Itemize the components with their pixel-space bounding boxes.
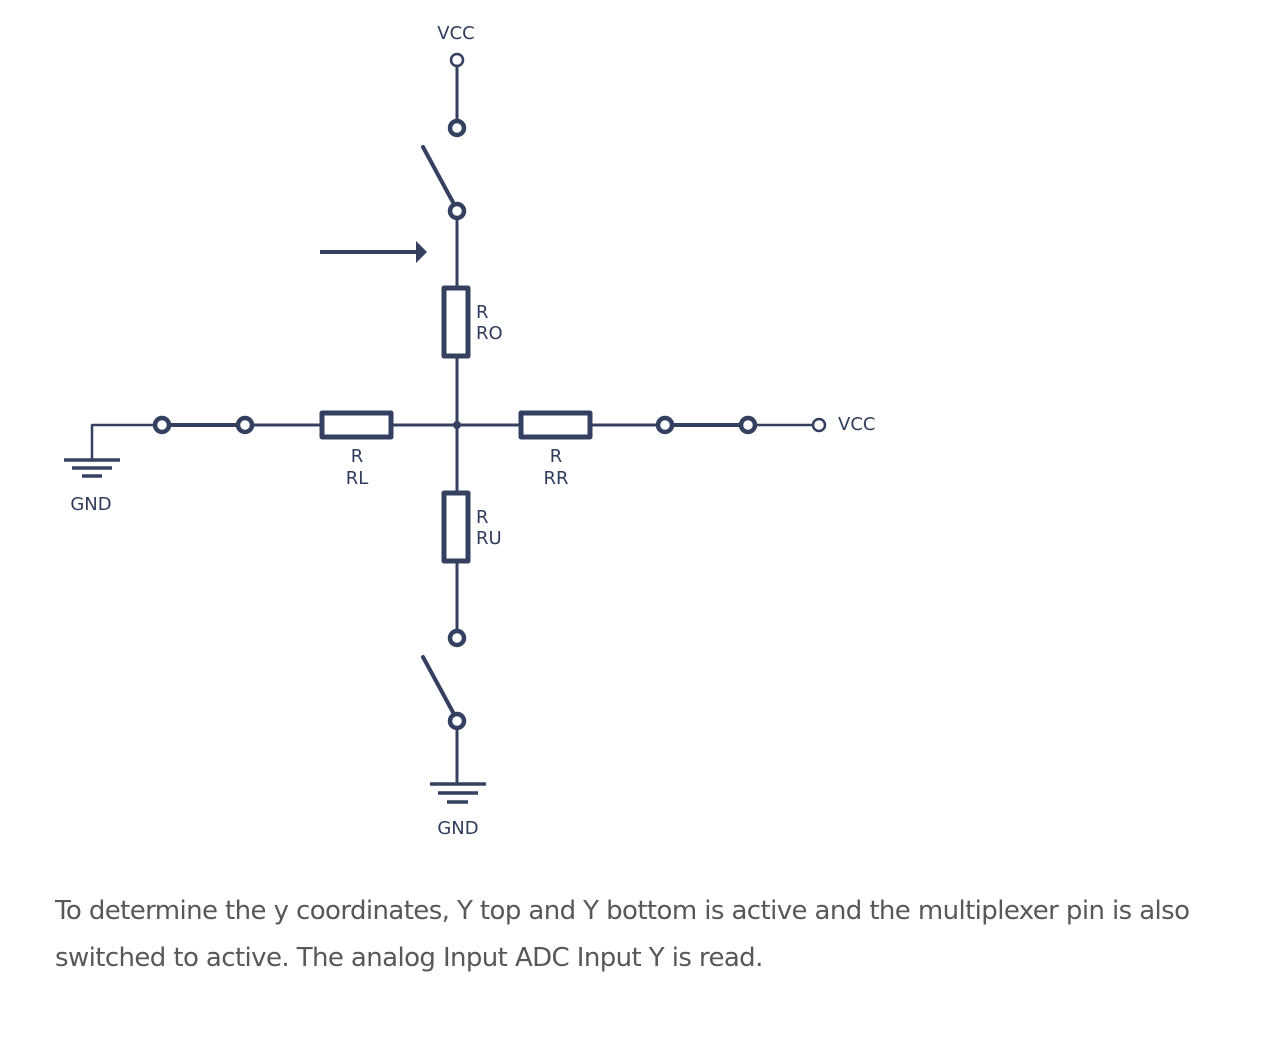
resistor-rr-symbol: R — [550, 446, 563, 467]
switch-top — [421, 118, 467, 221]
switch-left — [152, 415, 255, 435]
switch-right — [655, 415, 758, 435]
arrow-right-icon — [320, 241, 427, 263]
resistor-rr-name: RR — [543, 468, 568, 489]
resistor-ru-name: RU — [476, 528, 502, 549]
vcc-top-label: VCC — [437, 23, 474, 44]
resistor-rl — [319, 410, 394, 440]
resistor-ru — [441, 490, 471, 564]
vcc-top-terminal — [449, 52, 465, 68]
resistor-ro-name: RO — [476, 323, 503, 344]
circuit-diagram: VCC VCC GND GND R RO R RU R RL R RR — [64, 23, 875, 839]
resistor-rl-name: RL — [346, 468, 369, 489]
resistor-ro-symbol: R — [476, 302, 489, 323]
caption-line-2: switched to active. The analog Input ADC… — [55, 943, 763, 973]
resistor-ro — [441, 285, 471, 359]
ground-left-icon — [64, 423, 157, 478]
gnd-left-label: GND — [70, 494, 111, 515]
ground-icon — [430, 782, 486, 804]
caption: To determine the y coordinates, Y top an… — [55, 888, 1255, 982]
resistor-rl-symbol: R — [351, 446, 364, 467]
resistor-ru-symbol: R — [476, 507, 489, 528]
switch-bottom — [421, 628, 467, 731]
caption-line-1: To determine the y coordinates, Y top an… — [55, 896, 1190, 926]
vcc-right-terminal — [811, 417, 827, 433]
gnd-bottom-label: GND — [437, 818, 478, 839]
junction-node — [453, 421, 461, 429]
resistor-rr — [518, 410, 593, 440]
vcc-right-label: VCC — [838, 414, 875, 435]
